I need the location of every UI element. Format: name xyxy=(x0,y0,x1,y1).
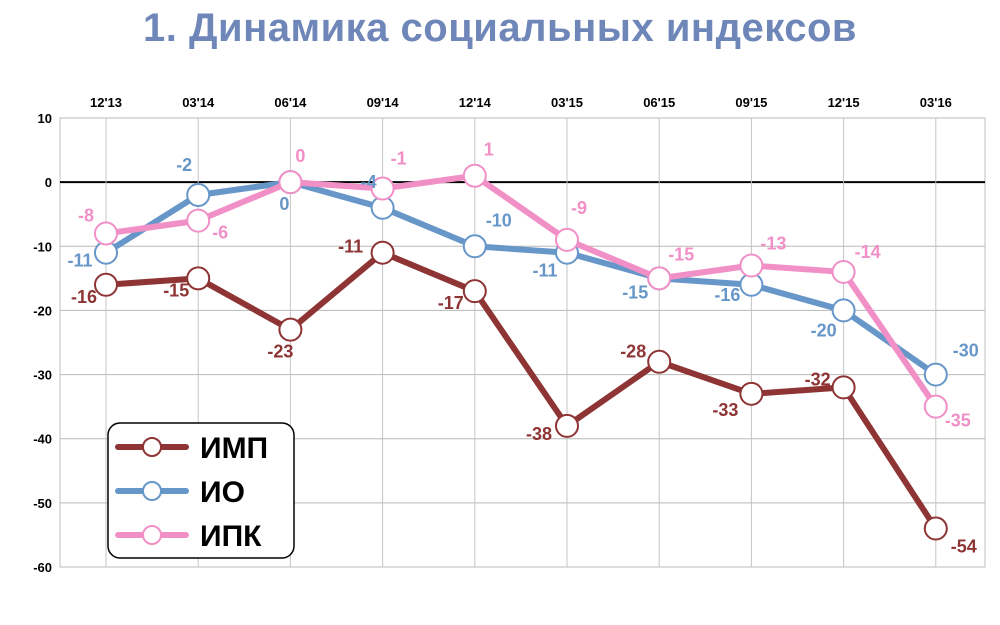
series-line-imp xyxy=(103,249,939,532)
data-point xyxy=(462,163,487,188)
legend-marker xyxy=(142,525,162,545)
data-point xyxy=(94,272,118,297)
y-tick-label: -10 xyxy=(33,239,52,254)
data-label: -15 xyxy=(622,282,648,302)
data-label: -6 xyxy=(212,223,228,243)
y-tick-label: 10 xyxy=(38,111,52,126)
data-label: -11 xyxy=(67,251,92,271)
data-point xyxy=(739,253,764,278)
x-tick-label: 03'14 xyxy=(182,95,215,110)
legend-label: ИМП xyxy=(200,432,268,465)
data-label: -54 xyxy=(951,537,977,557)
data-label: -17 xyxy=(438,293,464,313)
legend-marker xyxy=(142,437,162,457)
data-label: -9 xyxy=(571,198,587,218)
x-tick-label: 12'15 xyxy=(828,95,860,110)
data-label: -16 xyxy=(714,285,740,305)
data-label: 1 xyxy=(484,140,494,160)
data-point xyxy=(462,279,487,304)
data-point xyxy=(923,362,948,387)
legend-marker xyxy=(142,481,162,501)
data-point xyxy=(555,227,579,252)
y-tick-label: -50 xyxy=(33,496,52,511)
data-point xyxy=(647,266,672,291)
data-label: -32 xyxy=(805,369,831,389)
data-label: -23 xyxy=(267,342,293,362)
data-label: -16 xyxy=(71,287,97,307)
data-point xyxy=(278,317,303,342)
data-label: -10 xyxy=(486,210,512,230)
y-tick-label: -30 xyxy=(33,368,52,383)
data-point xyxy=(831,298,856,323)
data-point xyxy=(278,170,303,195)
x-tick-label: 06'15 xyxy=(643,95,675,110)
data-label: 0 xyxy=(279,194,289,214)
legend-label: ИПК xyxy=(200,520,262,553)
data-point xyxy=(94,221,118,246)
data-point xyxy=(831,375,856,400)
data-label: -13 xyxy=(760,234,786,254)
y-tick-label: 0 xyxy=(45,175,52,190)
data-label: -2 xyxy=(176,155,192,175)
x-tick-label: 06'14 xyxy=(274,95,307,110)
data-point xyxy=(186,208,211,233)
data-point xyxy=(739,381,764,406)
data-label: -4 xyxy=(361,172,377,192)
chart-title: 1. Динамика социальных индексов xyxy=(143,6,857,50)
data-label: -38 xyxy=(526,424,552,444)
data-point xyxy=(555,413,579,438)
data-label: -8 xyxy=(78,205,94,225)
data-label: -14 xyxy=(855,242,881,262)
data-label: -15 xyxy=(668,244,694,264)
data-label: -20 xyxy=(811,320,837,340)
legend-box xyxy=(107,422,295,559)
data-point xyxy=(370,240,395,265)
data-label: 0 xyxy=(295,146,305,166)
x-tick-label: 12'14 xyxy=(459,95,492,110)
data-label: -11 xyxy=(338,237,363,257)
data-point xyxy=(186,266,211,291)
data-point xyxy=(831,259,856,284)
series-line-ipk xyxy=(103,172,939,410)
series-line-io xyxy=(103,179,939,378)
data-point xyxy=(462,234,487,259)
data-point xyxy=(370,176,395,201)
data-label: -35 xyxy=(945,411,971,431)
data-point xyxy=(647,349,672,374)
data-point xyxy=(186,182,211,207)
data-label: -11 xyxy=(532,261,557,281)
x-tick-label: 03'15 xyxy=(551,95,583,110)
x-tick-label: 03'16 xyxy=(920,95,952,110)
legend-label: ИО xyxy=(200,476,245,509)
data-label: -30 xyxy=(953,341,979,361)
y-tick-label: -20 xyxy=(33,303,52,318)
data-point xyxy=(923,516,948,541)
y-tick-label: -40 xyxy=(33,432,52,447)
y-tick-label: -60 xyxy=(33,560,52,575)
data-label: -33 xyxy=(712,400,738,420)
x-tick-label: 09'14 xyxy=(367,95,400,110)
data-label: -15 xyxy=(163,280,189,300)
x-tick-label: 12'13 xyxy=(90,95,122,110)
data-point xyxy=(923,394,948,419)
x-tick-label: 09'15 xyxy=(735,95,767,110)
data-label: -1 xyxy=(391,149,407,169)
data-label: -28 xyxy=(620,342,646,362)
